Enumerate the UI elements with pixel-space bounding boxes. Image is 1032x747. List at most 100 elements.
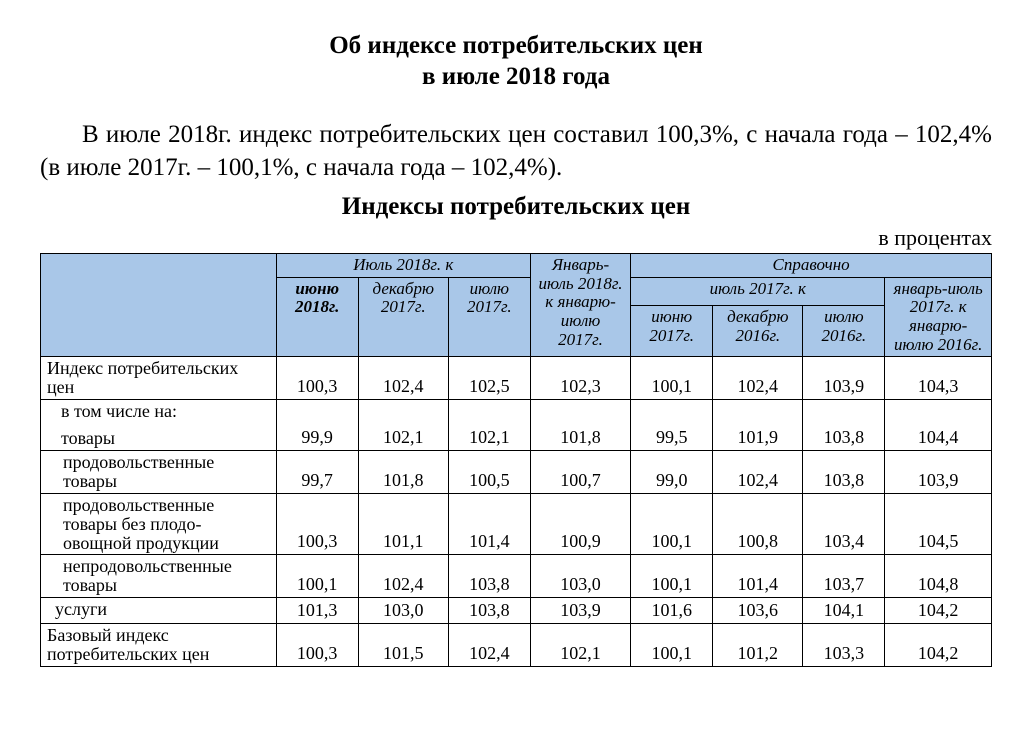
cell: 100,3 [276, 624, 358, 667]
cell: 100,3 [276, 357, 358, 400]
cell: 104,4 [885, 407, 992, 450]
cell: 101,9 [713, 407, 803, 450]
cell: 102,1 [358, 407, 448, 450]
cell: 101,4 [713, 555, 803, 598]
table-row: продовольственные товары99,7101,8100,510… [41, 451, 992, 494]
cell [885, 400, 992, 408]
cell: 100,1 [276, 555, 358, 598]
cell [631, 400, 713, 408]
cell: 100,3 [276, 493, 358, 555]
cell: 102,5 [448, 357, 530, 400]
header-row-1: Июль 2018г. к Январь-июль 2018г. к январ… [41, 254, 992, 278]
cell: 101,6 [631, 598, 713, 624]
cell: 103,8 [803, 407, 885, 450]
row-label: Базовый индекс потребительских цен [41, 624, 277, 667]
row-label: Индекс потребительских цен [41, 357, 277, 400]
cell: 103,8 [448, 598, 530, 624]
cell: 102,4 [713, 357, 803, 400]
row-label: непродовольственные товары [41, 555, 277, 598]
cell: 101,2 [713, 624, 803, 667]
cell: 99,7 [276, 451, 358, 494]
cell: 102,4 [448, 624, 530, 667]
cell: 99,9 [276, 407, 358, 450]
cell [448, 400, 530, 408]
intro-paragraph: В июле 2018г. индекс потребительских цен… [40, 118, 992, 186]
cell: 100,1 [631, 555, 713, 598]
header-jul2018-to: Июль 2018г. к [276, 254, 530, 278]
header-reference: Справочно [631, 254, 992, 278]
cell: 103,8 [448, 555, 530, 598]
cell: 101,8 [530, 407, 630, 450]
header-dec2017: декабрю 2017г. [358, 277, 448, 357]
cell: 103,3 [803, 624, 885, 667]
title-line-1: Об индексе потребительских цен [329, 32, 703, 59]
cell: 100,1 [631, 493, 713, 555]
cell: 103,9 [530, 598, 630, 624]
cell: 100,1 [631, 624, 713, 667]
cell: 103,4 [803, 493, 885, 555]
header-dec2016: декабрю 2016г. [713, 306, 803, 357]
cell: 104,1 [803, 598, 885, 624]
header-jun2017: июню 2017г. [631, 306, 713, 357]
header-jul2017: июлю 2017г. [448, 277, 530, 357]
cell: 103,9 [885, 451, 992, 494]
table-row: непродовольственные товары100,1102,4103,… [41, 555, 992, 598]
cell: 103,7 [803, 555, 885, 598]
cell: 99,0 [631, 451, 713, 494]
table-row: в том числе на:товары [41, 400, 992, 408]
cell: 102,3 [530, 357, 630, 400]
cell: 101,3 [276, 598, 358, 624]
cell: 104,2 [885, 624, 992, 667]
cell: 100,1 [631, 357, 713, 400]
table-head: Июль 2018г. к Январь-июль 2018г. к январ… [41, 254, 992, 357]
units-label: в процентах [40, 225, 992, 251]
table-body: Индекс потребительских цен100,3102,4102,… [41, 357, 992, 667]
cell: 100,8 [713, 493, 803, 555]
cell [803, 400, 885, 408]
table-row: услуги101,3103,0103,8103,9101,6103,6104,… [41, 598, 992, 624]
cell: 104,3 [885, 357, 992, 400]
cell [276, 400, 358, 408]
row-label: услуги [41, 598, 277, 624]
cell: 102,4 [358, 555, 448, 598]
cell: 103,8 [803, 451, 885, 494]
header-jul2016: июлю 2016г. [803, 306, 885, 357]
cell: 100,5 [448, 451, 530, 494]
row-label: продовольственные товары [41, 451, 277, 494]
cpi-table: Июль 2018г. к Январь-июль 2018г. к январ… [40, 253, 992, 667]
header-blank [41, 254, 277, 357]
cell: 104,2 [885, 598, 992, 624]
cell [530, 400, 630, 408]
cell: 101,5 [358, 624, 448, 667]
header-janjul-2018: Январь-июль 2018г. к январю-июлю 2017г. [530, 254, 630, 357]
header-janjul-2017: январь-июль 2017г. к январю-июлю 2016г. [885, 277, 992, 357]
document-title: Об индексе потребительских цен в июле 20… [40, 30, 992, 93]
table-title: Индексы потребительских цен [40, 193, 992, 221]
cell: 99,5 [631, 407, 713, 450]
row-label: продовольственные товары без плодо-овощн… [41, 493, 277, 555]
header-jun2018: июню 2018г. [276, 277, 358, 357]
cell: 102,4 [713, 451, 803, 494]
cell: 103,0 [530, 555, 630, 598]
cell: 104,5 [885, 493, 992, 555]
table-row: продовольственные товары без плодо-овощн… [41, 493, 992, 555]
row-label: в том числе на:товары [41, 400, 277, 451]
cell: 101,8 [358, 451, 448, 494]
cell: 100,7 [530, 451, 630, 494]
cell: 101,1 [358, 493, 448, 555]
cell: 100,9 [530, 493, 630, 555]
title-line-2: в июле 2018 года [422, 63, 610, 90]
cell [358, 400, 448, 408]
cell: 102,4 [358, 357, 448, 400]
cell [713, 400, 803, 408]
cell: 102,1 [448, 407, 530, 450]
cell: 104,8 [885, 555, 992, 598]
table-row: Индекс потребительских цен100,3102,4102,… [41, 357, 992, 400]
header-jul2017-to: июль 2017г. к [631, 277, 885, 306]
cell: 103,9 [803, 357, 885, 400]
table-row: Базовый индекс потребительских цен100,31… [41, 624, 992, 667]
cell: 102,1 [530, 624, 630, 667]
cell: 103,0 [358, 598, 448, 624]
cell: 101,4 [448, 493, 530, 555]
cell: 103,6 [713, 598, 803, 624]
